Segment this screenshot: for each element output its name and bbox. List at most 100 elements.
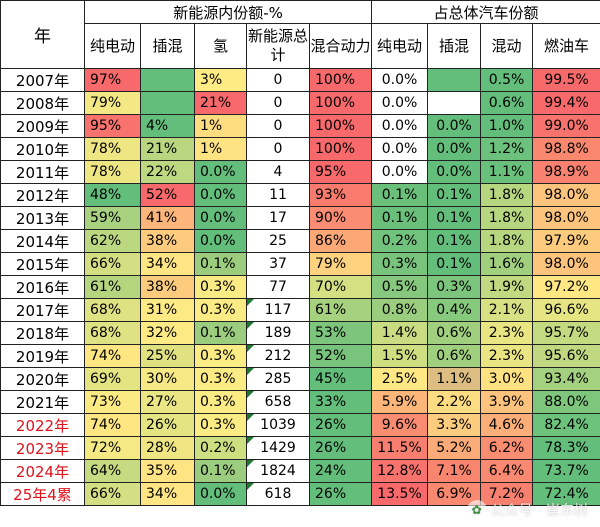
cell-nev-hydrogen: 0.3% [194,367,247,391]
cell-total-ice: 97.2% [532,275,600,299]
table-row: 2011年 78% 22% 0.0% 4 95% 0.0% 0.0% 1.1% 98.9% [0,160,600,184]
cell-nev-phev: 27% [140,390,195,414]
year-cell: 2014年 [0,229,85,253]
table-row: 25年4累 66% 34% 0.0% 618 26% 13.5% 6.9% 7.2% 72.4% [0,482,600,506]
cell-total-hybrid: 1.2% [480,137,534,161]
cell-total-ice: 78.3% [532,436,600,460]
cell-nev-phev: 25% [140,344,195,368]
cell-nev-hydrogen: 0.1% [194,321,247,345]
cell-hybrid: 100% [308,91,373,115]
cell-nev-hydrogen: 0.1% [194,252,247,276]
total-share-group-header: 占总体汽车份额 [371,0,600,24]
cell-hybrid: 86% [308,229,373,253]
cell-total-ice: 98.9% [532,160,600,184]
table-row: 2016年 61% 38% 0.3% 77 70% 0.5% 0.3% 1.9% 97.2% [0,275,600,299]
cell-nev-bev: 78% [84,160,141,184]
cell-hybrid: 79% [308,252,373,276]
col-header-nev-hydrogen: 氢 [194,23,247,69]
cell-nev-bev: 69% [84,367,141,391]
cell-total-ice: 99.0% [532,114,600,138]
col-header-total-bev: 纯电动 [371,23,429,69]
year-cell: 2010年 [0,137,85,161]
cell-nev-phev: 28% [140,436,195,460]
cell-hybrid: 100% [308,137,373,161]
cell-total-ice: 95.7% [532,321,600,345]
cell-hybrid: 70% [308,275,373,299]
cell-total-phev [427,91,482,115]
cell-nev-bev: 48% [84,183,141,207]
cell-nev-hydrogen: 21% [194,91,247,115]
cell-total-bev: 0.2% [371,229,429,253]
year-cell: 2011年 [0,160,85,184]
cell-nev-total: 4 [246,160,310,184]
cell-total-hybrid: 2.3% [480,344,534,368]
cell-nev-total: 1429 [246,436,310,460]
cell-nev-total: 25 [246,229,310,253]
cell-nev-total: 189 [246,321,310,345]
cell-nev-total: 11 [246,183,310,207]
cell-total-phev: 0.1% [427,183,482,207]
table-row: 2007年 97% 3% 0 100% 0.0% 0.5% 99.5% [0,68,600,92]
cell-total-phev: 0.0% [427,160,482,184]
table-row: 2023年 72% 28% 0.2% 1429 26% 11.5% 5.2% 6.2% 78.3% [0,436,600,460]
cell-total-ice: 88.0% [532,390,600,414]
cell-hybrid: 33% [308,390,373,414]
share-table: 年 新能源内份额-% 占总体汽车份额 纯电动 插混氢新能源总计 混合动力 纯电动 插混混… [0,0,600,506]
cell-nev-total: 17 [246,206,310,230]
year-cell: 2019年 [0,344,85,368]
cell-total-phev: 2.2% [427,390,482,414]
cell-hybrid: 26% [308,413,373,437]
cell-total-bev: 0.0% [371,91,429,115]
year-header: 年 [0,0,85,69]
cell-total-hybrid: 2.1% [480,298,534,322]
cell-total-phev: 0.1% [427,252,482,276]
cell-total-ice: 93.4% [532,367,600,391]
cell-total-hybrid: 1.0% [480,114,534,138]
cell-nev-bev: 78% [84,137,141,161]
cell-nev-total: 37 [246,252,310,276]
cell-hybrid: 100% [308,114,373,138]
cell-hybrid: 93% [308,183,373,207]
cell-total-phev: 0.1% [427,206,482,230]
cell-nev-phev: 34% [140,482,195,506]
cell-total-bev: 12.8% [371,459,429,483]
cell-nev-hydrogen: 0.3% [194,344,247,368]
cell-total-bev: 0.0% [371,137,429,161]
cell-nev-hydrogen: 1% [194,114,247,138]
cell-nev-total: 0 [246,91,310,115]
table-row: 2017年 68% 31% 0.3% 117 61% 0.8% 0.4% 2.1% 96.6% [0,298,600,322]
year-cell: 2013年 [0,206,85,230]
cell-total-bev: 9.6% [371,413,429,437]
table-row: 2021年 73% 27% 0.3% 658 33% 5.9% 2.2% 3.9% 88.0% [0,390,600,414]
column-header-row: 纯电动 插混氢新能源总计 混合动力 纯电动 插混 混动 燃油车 [1,23,600,69]
cell-nev-phev: 21% [140,137,195,161]
table-row: 2012年 48% 52% 0.0% 11 93% 0.1% 0.1% 1.8% 98.0% [0,183,600,207]
cell-nev-hydrogen: 0.2% [194,436,247,460]
table-row: 2024年 64% 35% 0.1% 1824 24% 12.8% 7.1% 6.4% 73.7% [0,459,600,483]
year-cell: 2024年 [0,459,85,483]
cell-total-hybrid: 1.8% [480,206,534,230]
year-cell: 2017年 [0,298,85,322]
cell-total-bev: 0.0% [371,114,429,138]
table-row: 2010年 78% 21% 1% 0 100% 0.0% 0.0% 1.2% 98.8% [0,137,600,161]
year-cell: 2020年 [0,367,85,391]
cell-total-hybrid: 0.5% [480,68,534,92]
cell-total-ice: 98.0% [532,206,600,230]
cell-total-ice: 72.4% [532,482,600,506]
cell-hybrid: 100% [308,68,373,92]
cell-nev-phev: 31% [140,298,195,322]
col-header-total-hybrid: 混动 [480,23,534,69]
cell-total-phev: 0.6% [427,321,482,345]
col-header-nev-total: 新能源总计 [246,23,310,69]
cell-total-hybrid: 7.2% [480,482,534,506]
cell-total-phev [427,68,482,92]
table-row: 2015年 66% 34% 0.1% 37 79% 0.3% 0.1% 1.6% 98.0% [0,252,600,276]
cell-hybrid: 26% [308,482,373,506]
cell-hybrid: 61% [308,298,373,322]
col-header-total-ice: 燃油车 [532,23,600,69]
cell-nev-bev: 66% [84,252,141,276]
col-header-hybrid: 混合动力 [308,23,373,69]
cell-nev-total: 0 [246,114,310,138]
cell-nev-hydrogen: 0.0% [194,482,247,506]
cell-total-hybrid: 1.1% [480,160,534,184]
